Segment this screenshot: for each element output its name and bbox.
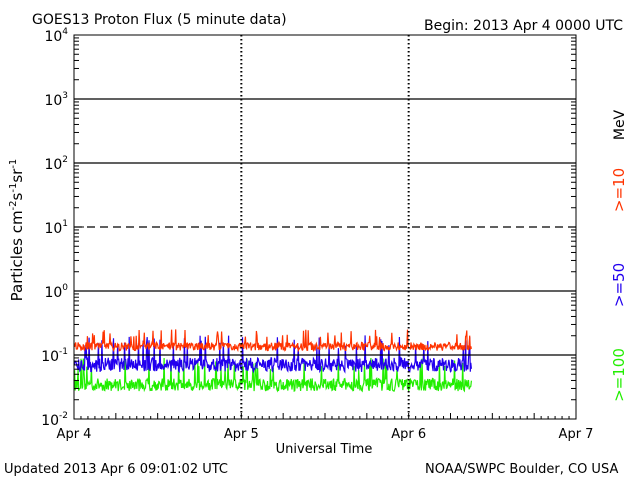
y-axis-label-sup1: -2 [8,200,19,210]
y-axis-label-base: Particles cm [8,210,26,301]
chart-title: GOES13 Proton Flux (5 minute data) [32,12,287,28]
grid-layer [73,34,577,420]
y-axis-label-sup2: -1 [8,183,19,193]
y-tick-label-0: 10-2 [41,411,68,429]
begin-time-label: Begin: 2013 Apr 4 0000 UTC [424,18,623,34]
legend-series-ge100: >=100 [610,348,628,402]
x-tick-label-0: Apr 4 [57,427,92,442]
y-tick-labels: 10-2 10-1 100 101 102 103 104 [41,27,68,429]
y-tick-label-6: 104 [44,27,68,45]
credit-label: NOAA/SWPC Boulder, CO USA [425,462,618,477]
plot-frame [73,34,577,420]
y-axis-label: Particles cm-2s-1sr-1 [8,159,26,302]
y-axis-label-sup3: -1 [8,159,19,169]
y-tick-label-1: 10-1 [41,347,68,365]
y-tick-label-4: 102 [44,155,68,173]
y-tick-label-5: 103 [44,91,68,109]
legend-series-ge10: >=10 [610,168,628,212]
x-tick-labels: Apr 4 Apr 5 Apr 6 Apr 7 [57,427,594,442]
x-tick-label-2: Apr 6 [391,427,426,442]
series-layer [73,329,472,393]
y-tick-label-2: 100 [44,283,68,301]
series-line-1 [73,335,472,374]
x-tick-label-1: Apr 5 [224,427,259,442]
updated-timestamp: Updated 2013 Apr 6 09:01:02 UTC [4,462,228,477]
x-axis-label: Universal Time [276,442,373,457]
series-line-0 [73,329,472,353]
y-axis-label-mid1: s [8,192,26,200]
x-tick-label-3: Apr 7 [559,427,594,442]
y-axis-label-mid2: sr [8,168,26,183]
series-line-2 [73,357,472,393]
legend-unit-mev: MeV [612,109,628,140]
y-tick-label-3: 101 [44,219,68,237]
legend-series-ge50: >=50 [610,263,628,307]
